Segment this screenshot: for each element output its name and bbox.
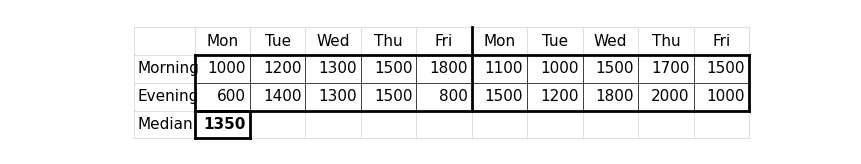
Text: 600: 600 (217, 89, 245, 104)
Text: 1000: 1000 (208, 62, 245, 76)
Text: 1200: 1200 (540, 89, 578, 104)
Text: 1800: 1800 (595, 89, 634, 104)
Text: 800: 800 (438, 89, 468, 104)
Text: Thu: Thu (651, 34, 679, 49)
Text: Tue: Tue (542, 34, 567, 49)
Text: 1400: 1400 (263, 89, 301, 104)
Text: Wed: Wed (593, 34, 627, 49)
Text: 1500: 1500 (706, 62, 744, 76)
Text: 1500: 1500 (374, 62, 412, 76)
Text: Evening: Evening (138, 89, 199, 104)
Text: 1200: 1200 (263, 62, 301, 76)
Text: Fri: Fri (711, 34, 729, 49)
Text: 1800: 1800 (429, 62, 468, 76)
Text: Thu: Thu (374, 34, 402, 49)
Text: 2000: 2000 (650, 89, 689, 104)
Text: Wed: Wed (316, 34, 350, 49)
Text: 1350: 1350 (203, 117, 245, 132)
Text: 1000: 1000 (540, 62, 578, 76)
Text: Morning: Morning (138, 62, 200, 76)
Text: 1300: 1300 (318, 62, 356, 76)
Text: Median: Median (138, 117, 193, 132)
Text: 1500: 1500 (595, 62, 634, 76)
Text: Tue: Tue (264, 34, 290, 49)
Text: Fri: Fri (435, 34, 453, 49)
Text: Mon: Mon (206, 34, 238, 49)
Text: 1500: 1500 (484, 89, 523, 104)
Text: 1700: 1700 (650, 62, 689, 76)
Text: 1300: 1300 (318, 89, 356, 104)
Text: Mon: Mon (483, 34, 515, 49)
Text: 1100: 1100 (484, 62, 523, 76)
Text: 1000: 1000 (706, 89, 744, 104)
Text: 1500: 1500 (374, 89, 412, 104)
